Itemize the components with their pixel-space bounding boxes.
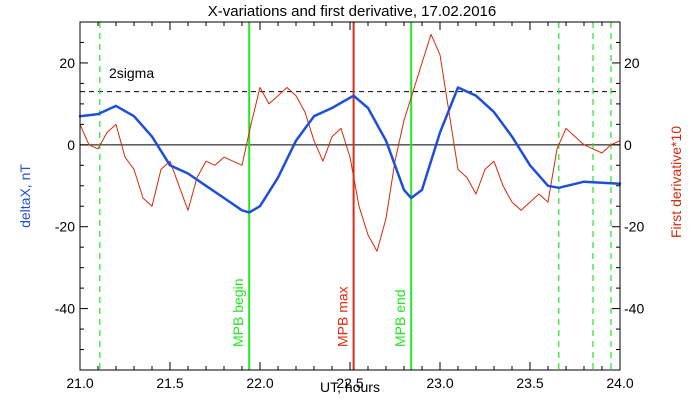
threshold-label: 2sigma <box>109 65 154 81</box>
y-left-tick-label-2: 0 <box>67 137 75 153</box>
x-tick-label-2: 22.0 <box>246 375 273 391</box>
y-left-tick-label-1: -20 <box>55 219 75 235</box>
y-axis-right-label: First derivative*10 <box>668 126 684 238</box>
chart-title: X-variations and first derivative, 17.02… <box>208 3 497 20</box>
x-axis-label: UT, hours <box>320 379 380 395</box>
mpb-marker-label-1: MPB max <box>335 286 351 347</box>
y-left-tick-label-0: -40 <box>55 301 75 317</box>
plot-area: MPB begin MPB max MPB end <box>78 22 622 370</box>
deltax-series-line <box>78 86 622 214</box>
y-left-tick-label-3: 20 <box>59 55 75 71</box>
mpb-marker-label-2: MPB end <box>392 289 408 347</box>
x-tick-label-1: 21.5 <box>156 375 183 391</box>
x-tick-label-0: 21.0 <box>66 375 93 391</box>
y-right-tick-label-1: -20 <box>624 219 644 235</box>
x-tick-label-3: 22.5 <box>336 375 363 391</box>
y-axis-left-label: deltaX, nT <box>17 164 33 228</box>
y-right-tick-label-2: 0 <box>624 137 632 153</box>
x-tick-label-5: 23.5 <box>516 375 543 391</box>
y-right-tick-label-0: -40 <box>624 301 644 317</box>
x-tick-label-4: 23.0 <box>426 375 453 391</box>
mpb-marker-label-0: MPB begin <box>230 279 246 347</box>
x-tick-label-6: 24.0 <box>606 375 633 391</box>
y-right-tick-label-3: 20 <box>624 55 640 71</box>
derivative-series-line <box>79 33 621 252</box>
